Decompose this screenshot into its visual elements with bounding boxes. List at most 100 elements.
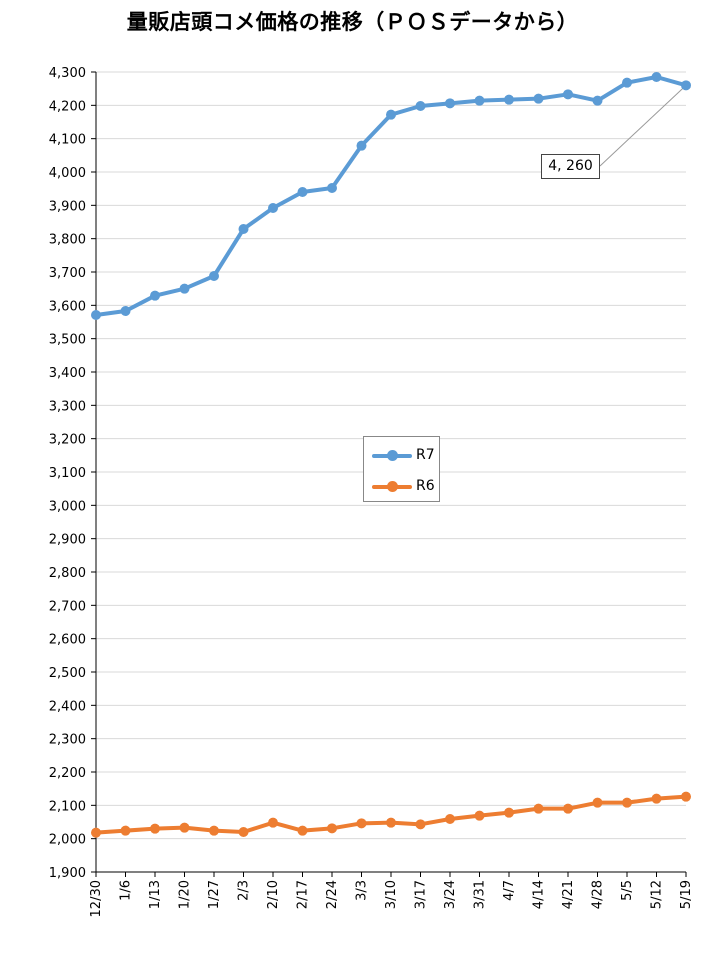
- legend-item-r6: R6: [364, 475, 441, 497]
- data-point-r7: [651, 72, 662, 82]
- x-tick-label: 1/13: [148, 880, 163, 909]
- data-point-r6: [533, 803, 544, 814]
- data-point-r6: [238, 827, 249, 837]
- y-axis-ticks: 1,900 2,000 2,100 2,200 2,300 2,400 2,500 2,600…: [49, 66, 96, 881]
- x-tick-label: 3/3: [355, 880, 370, 901]
- data-point-r7: [474, 95, 485, 106]
- data-point-r6: [297, 825, 308, 836]
- data-point-r7: [268, 203, 278, 213]
- data-point-r6: [150, 823, 160, 834]
- y-tick-label: 3,400: [49, 366, 86, 381]
- y-tick-label: 4,100: [49, 133, 86, 148]
- x-tick-label: 5/19: [679, 880, 694, 909]
- legend: R7 R6: [363, 436, 440, 502]
- data-point-r6: [386, 817, 396, 828]
- data-point-r7: [681, 80, 691, 91]
- y-tick-label: 2,300: [49, 733, 86, 748]
- data-point-r6: [592, 797, 603, 808]
- x-tick-label: 1/6: [119, 880, 134, 901]
- y-tick-label: 2,200: [49, 766, 86, 781]
- x-tick-label: 2/10: [266, 880, 281, 909]
- data-point-r7: [445, 98, 455, 109]
- x-tick-label: 3/10: [384, 880, 399, 909]
- data-point-r6: [622, 797, 632, 808]
- x-tick-label: 5/12: [650, 880, 665, 909]
- data-point-r6: [120, 825, 131, 836]
- y-tick-label: 3,700: [49, 266, 86, 281]
- y-tick-label: 4,200: [49, 99, 86, 114]
- data-point-r7: [622, 77, 632, 88]
- y-tick-label: 3,600: [49, 299, 86, 314]
- y-tick-label: 4,300: [49, 66, 86, 81]
- y-tick-label: 2,700: [49, 599, 86, 614]
- data-point-r6: [474, 810, 485, 821]
- data-point-r7: [120, 306, 131, 316]
- legend-label-r7: R7: [416, 447, 435, 463]
- data-point-r7: [91, 310, 101, 320]
- grid-lines: [96, 71, 686, 840]
- x-tick-label: 4/28: [591, 880, 606, 909]
- x-tick-label: 1/27: [207, 880, 222, 909]
- y-tick-label: 2,900: [49, 533, 86, 548]
- data-point-r6: [563, 803, 573, 814]
- x-tick-label: 2/24: [325, 880, 340, 909]
- x-tick-label: 3/17: [414, 880, 429, 909]
- x-tick-label: 12/30: [89, 880, 104, 917]
- callout-leader: [599, 84, 687, 167]
- x-tick-label: 4/21: [561, 880, 576, 909]
- data-point-r7: [238, 224, 249, 234]
- y-tick-label: 2,100: [49, 799, 86, 814]
- data-point-r6: [415, 819, 426, 830]
- y-tick-label: 3,800: [49, 233, 86, 248]
- data-point-r7: [533, 93, 544, 104]
- data-point-r7: [356, 140, 367, 151]
- x-tick-label: 1/20: [178, 880, 193, 909]
- data-point-r6: [327, 823, 337, 834]
- data-point-r6: [651, 793, 662, 804]
- callout-leader-line: [599, 84, 687, 167]
- x-tick-label: 3/24: [443, 880, 458, 909]
- y-tick-label: 3,000: [49, 499, 86, 514]
- y-tick-label: 4,000: [49, 166, 86, 181]
- data-point-r7: [504, 94, 514, 105]
- data-point-r6: [268, 817, 278, 828]
- x-tick-label: 3/31: [473, 880, 488, 909]
- y-tick-label: 2,400: [49, 699, 86, 714]
- data-point-r6: [179, 822, 190, 833]
- data-point-r7: [179, 283, 190, 294]
- y-tick-label: 2,800: [49, 566, 86, 581]
- chart-title: 量販店頭コメ価格の推移（ＰＯＳデータから）: [126, 10, 579, 34]
- data-point-r7: [150, 290, 160, 301]
- data-point-r6: [91, 827, 101, 838]
- series-lines: [91, 72, 691, 838]
- legend-marker-r6: [387, 481, 398, 492]
- y-tick-label: 3,100: [49, 466, 86, 481]
- data-point-r7: [386, 109, 396, 120]
- value-callout: 4, 260: [541, 154, 600, 179]
- legend-label-r6: R6: [416, 478, 435, 494]
- data-point-r7: [592, 95, 603, 106]
- y-tick-label: 2,600: [49, 633, 86, 648]
- data-point-r7: [415, 101, 426, 111]
- data-point-r7: [563, 89, 573, 100]
- x-tick-label: 4/14: [532, 880, 547, 909]
- data-point-r6: [504, 807, 514, 818]
- y-tick-label: 3,900: [49, 199, 86, 214]
- y-tick-label: 2,000: [49, 833, 86, 848]
- data-point-r7: [297, 187, 308, 197]
- data-point-r7: [209, 271, 219, 281]
- data-point-r6: [445, 814, 455, 824]
- y-tick-label: 2,500: [49, 666, 86, 681]
- legend-marker-r7: [387, 450, 398, 461]
- data-point-r6: [681, 791, 691, 802]
- data-point-r6: [209, 825, 219, 836]
- x-tick-label: 4/7: [502, 880, 517, 901]
- y-tick-label: 3,300: [49, 399, 86, 414]
- y-tick-label: 1,900: [49, 866, 86, 881]
- y-tick-label: 3,200: [49, 433, 86, 448]
- data-point-r7: [327, 183, 337, 193]
- x-tick-label: 2/3: [237, 880, 252, 901]
- x-tick-label: 5/5: [620, 880, 635, 901]
- legend-item-r7: R7: [364, 444, 441, 466]
